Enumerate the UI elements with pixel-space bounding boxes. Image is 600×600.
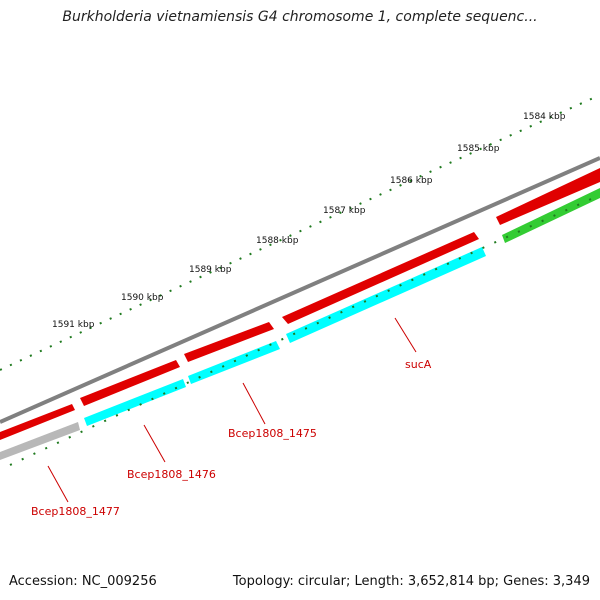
leader-line-sucA [394, 317, 417, 353]
reverse-gene-1 [84, 379, 186, 426]
green-gene [502, 188, 600, 243]
forward-gene-2 [80, 360, 180, 406]
leader-line-1475 [242, 382, 266, 425]
kbp-label: 1584 kbp [523, 112, 566, 122]
kbp-label: 1589 kbp [189, 265, 232, 275]
kbp-label: 1590 kbp [121, 293, 164, 303]
gene-label-1475: Bcep1808_1475 [228, 427, 317, 440]
forward-gene-5 [496, 168, 600, 225]
kbp-label: 1591 kbp [52, 320, 95, 330]
kbp-label: 1588 kbp [256, 236, 299, 246]
reverse-gene-2 [188, 341, 280, 384]
forward-gene-1 [0, 404, 75, 440]
kbp-label: 1587 kbp [323, 206, 366, 216]
gene-label-sucA: sucA [405, 358, 432, 371]
forward-gene-3 [184, 322, 274, 362]
outer-tick-ring [0, 94, 600, 371]
kbp-label: 1585 kbp [457, 144, 500, 154]
gene-label-1476: Bcep1808_1476 [127, 468, 216, 481]
gene-label-1477: Bcep1808_1477 [31, 505, 120, 518]
reverse-gene-3 [286, 247, 486, 343]
accession-text: Accession: NC_009256 [9, 574, 157, 589]
backbone [0, 156, 600, 424]
gray-gene [0, 422, 80, 460]
leader-line-1477 [47, 465, 69, 503]
map-title: Burkholderia vietnamiensis G4 chromosome… [62, 9, 538, 25]
summary-text: Topology: circular; Length: 3,652,814 bp… [232, 574, 590, 589]
kbp-label: 1586 kbp [390, 176, 433, 186]
forward-gene-4 [282, 232, 479, 324]
leader-line-1476 [143, 424, 166, 463]
